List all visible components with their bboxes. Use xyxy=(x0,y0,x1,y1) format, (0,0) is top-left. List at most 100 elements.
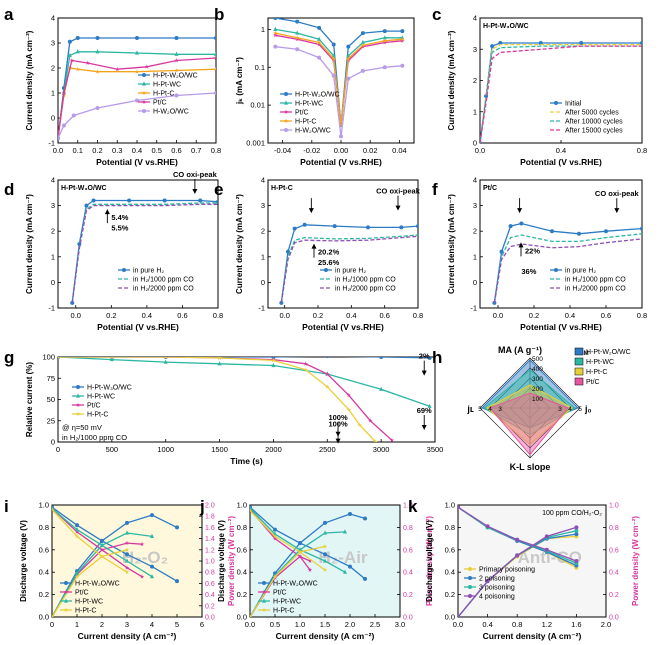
data-point xyxy=(468,576,472,580)
data-point xyxy=(400,36,405,42)
data-point xyxy=(346,53,351,58)
y2-tick-label: 0.6 xyxy=(609,547,619,554)
data-point xyxy=(122,268,126,272)
y-tick-label: 1.0 xyxy=(39,501,49,510)
y-tick-label: 4 xyxy=(473,176,477,185)
series-line xyxy=(480,45,642,143)
x-tick-label: 0.2 xyxy=(313,311,323,320)
x-axis-label: Current density (A cm⁻²) xyxy=(483,631,582,641)
data-point xyxy=(307,567,313,572)
data-point xyxy=(95,69,100,74)
x-tick-label: 0.04 xyxy=(392,146,407,155)
data-point xyxy=(110,357,114,359)
panel-j: 0.0 0.5 1.0 1.5 2.0 2.5 3.00.00.20.40.60.81.00… xyxy=(217,501,434,642)
data-point xyxy=(272,574,278,579)
series-group xyxy=(458,505,579,617)
legend-label: 4 poisoning xyxy=(479,594,515,601)
series-line xyxy=(250,545,326,617)
y2-axis-label: Power density (W cm⁻²) xyxy=(227,516,236,606)
data-point xyxy=(346,407,352,412)
data-point xyxy=(135,50,139,55)
data-point xyxy=(360,39,365,45)
data-point xyxy=(468,585,472,589)
data-point xyxy=(360,44,366,49)
data-point xyxy=(174,58,179,63)
radar-tick-label: 3 xyxy=(498,406,502,413)
plot-frame xyxy=(479,179,643,309)
series-line xyxy=(52,549,128,617)
x-tick-label: 0.4 xyxy=(142,311,152,320)
y-tick-label: 0.4 xyxy=(237,568,247,577)
y-tick-label: 0.2 xyxy=(39,590,49,599)
annotation-text: CO oxi-peak xyxy=(595,189,640,198)
y-tick-label: 0.6 xyxy=(39,545,49,554)
panel-subtitle: 100 ppm CO/H₂-O₂ xyxy=(542,510,602,517)
data-point xyxy=(458,615,460,617)
legend-label: H-Pt-W₂O/WC xyxy=(295,92,340,99)
data-point xyxy=(389,437,395,442)
legend-label: Pt/C xyxy=(153,100,167,107)
series-line xyxy=(493,238,642,304)
x-tick-label: 4 xyxy=(150,620,154,629)
annotation-arrowhead xyxy=(517,208,523,214)
data-point xyxy=(323,530,327,535)
y2-tick-label: 0.0 xyxy=(609,615,619,622)
data-point xyxy=(519,221,524,226)
legend-label: H-Pt-WC xyxy=(153,82,181,89)
data-point xyxy=(74,529,80,534)
radar-tick-label: 5 xyxy=(578,406,582,413)
data-point xyxy=(75,36,80,40)
radar-series xyxy=(486,384,573,446)
data-point xyxy=(640,226,642,231)
panel-letter: c xyxy=(432,5,441,24)
data-point xyxy=(262,581,266,585)
series-group xyxy=(250,505,367,617)
data-point xyxy=(109,357,114,362)
data-point xyxy=(273,527,277,532)
data-point xyxy=(554,268,558,272)
data-point xyxy=(150,513,154,518)
data-point xyxy=(250,508,253,513)
y-axis-label: Discharge voltage (V) xyxy=(425,520,434,602)
data-point xyxy=(348,511,352,516)
legend-label: H-Pt-C xyxy=(586,369,607,376)
x-tick-label: 3500 xyxy=(427,445,444,454)
data-point xyxy=(331,73,336,78)
y2-axis-label: Power density (W cm⁻²) xyxy=(631,516,640,606)
x-tick-label: 6 xyxy=(200,620,204,629)
y-tick-label: 3 xyxy=(473,45,477,54)
data-point xyxy=(284,92,288,96)
data-point xyxy=(298,541,302,546)
data-point xyxy=(273,18,278,20)
x-tick-label: 2.0 xyxy=(345,620,355,629)
panel-letter: e xyxy=(214,180,223,199)
y-tick-label: 4 xyxy=(51,176,55,185)
y-axis-label: Relative current (%) xyxy=(25,362,34,437)
y2-tick-label: 0.4 xyxy=(609,570,619,577)
data-point xyxy=(382,38,388,43)
annotation-arrowhead xyxy=(311,243,317,249)
data-point xyxy=(174,68,179,73)
x-tick-label: 0.0 xyxy=(475,146,485,155)
data-point xyxy=(346,392,352,398)
data-point xyxy=(604,229,608,234)
y-tick-label: 0.6 xyxy=(237,545,247,554)
data-point xyxy=(76,393,80,398)
data-point xyxy=(640,41,642,45)
data-point xyxy=(292,226,297,231)
data-point xyxy=(515,537,520,542)
data-point xyxy=(198,198,203,203)
series-group xyxy=(279,222,418,305)
data-point xyxy=(325,384,330,389)
data-point xyxy=(317,25,322,30)
data-point xyxy=(468,567,472,571)
data-point xyxy=(85,60,90,65)
annotation-arrowhead xyxy=(104,209,110,215)
series-line xyxy=(52,514,178,617)
y2-tick-label: 0.8 xyxy=(205,570,215,577)
data-point xyxy=(63,607,69,612)
panel-corner-label: Pt/C xyxy=(483,185,497,192)
panel-g: 0 500 1000 1500 2000 2500 3000 3500 0 25 50 75 100 Ti… xyxy=(25,352,443,466)
annotation-arrowhead xyxy=(335,438,341,444)
y-tick-label: 0 xyxy=(261,278,265,287)
